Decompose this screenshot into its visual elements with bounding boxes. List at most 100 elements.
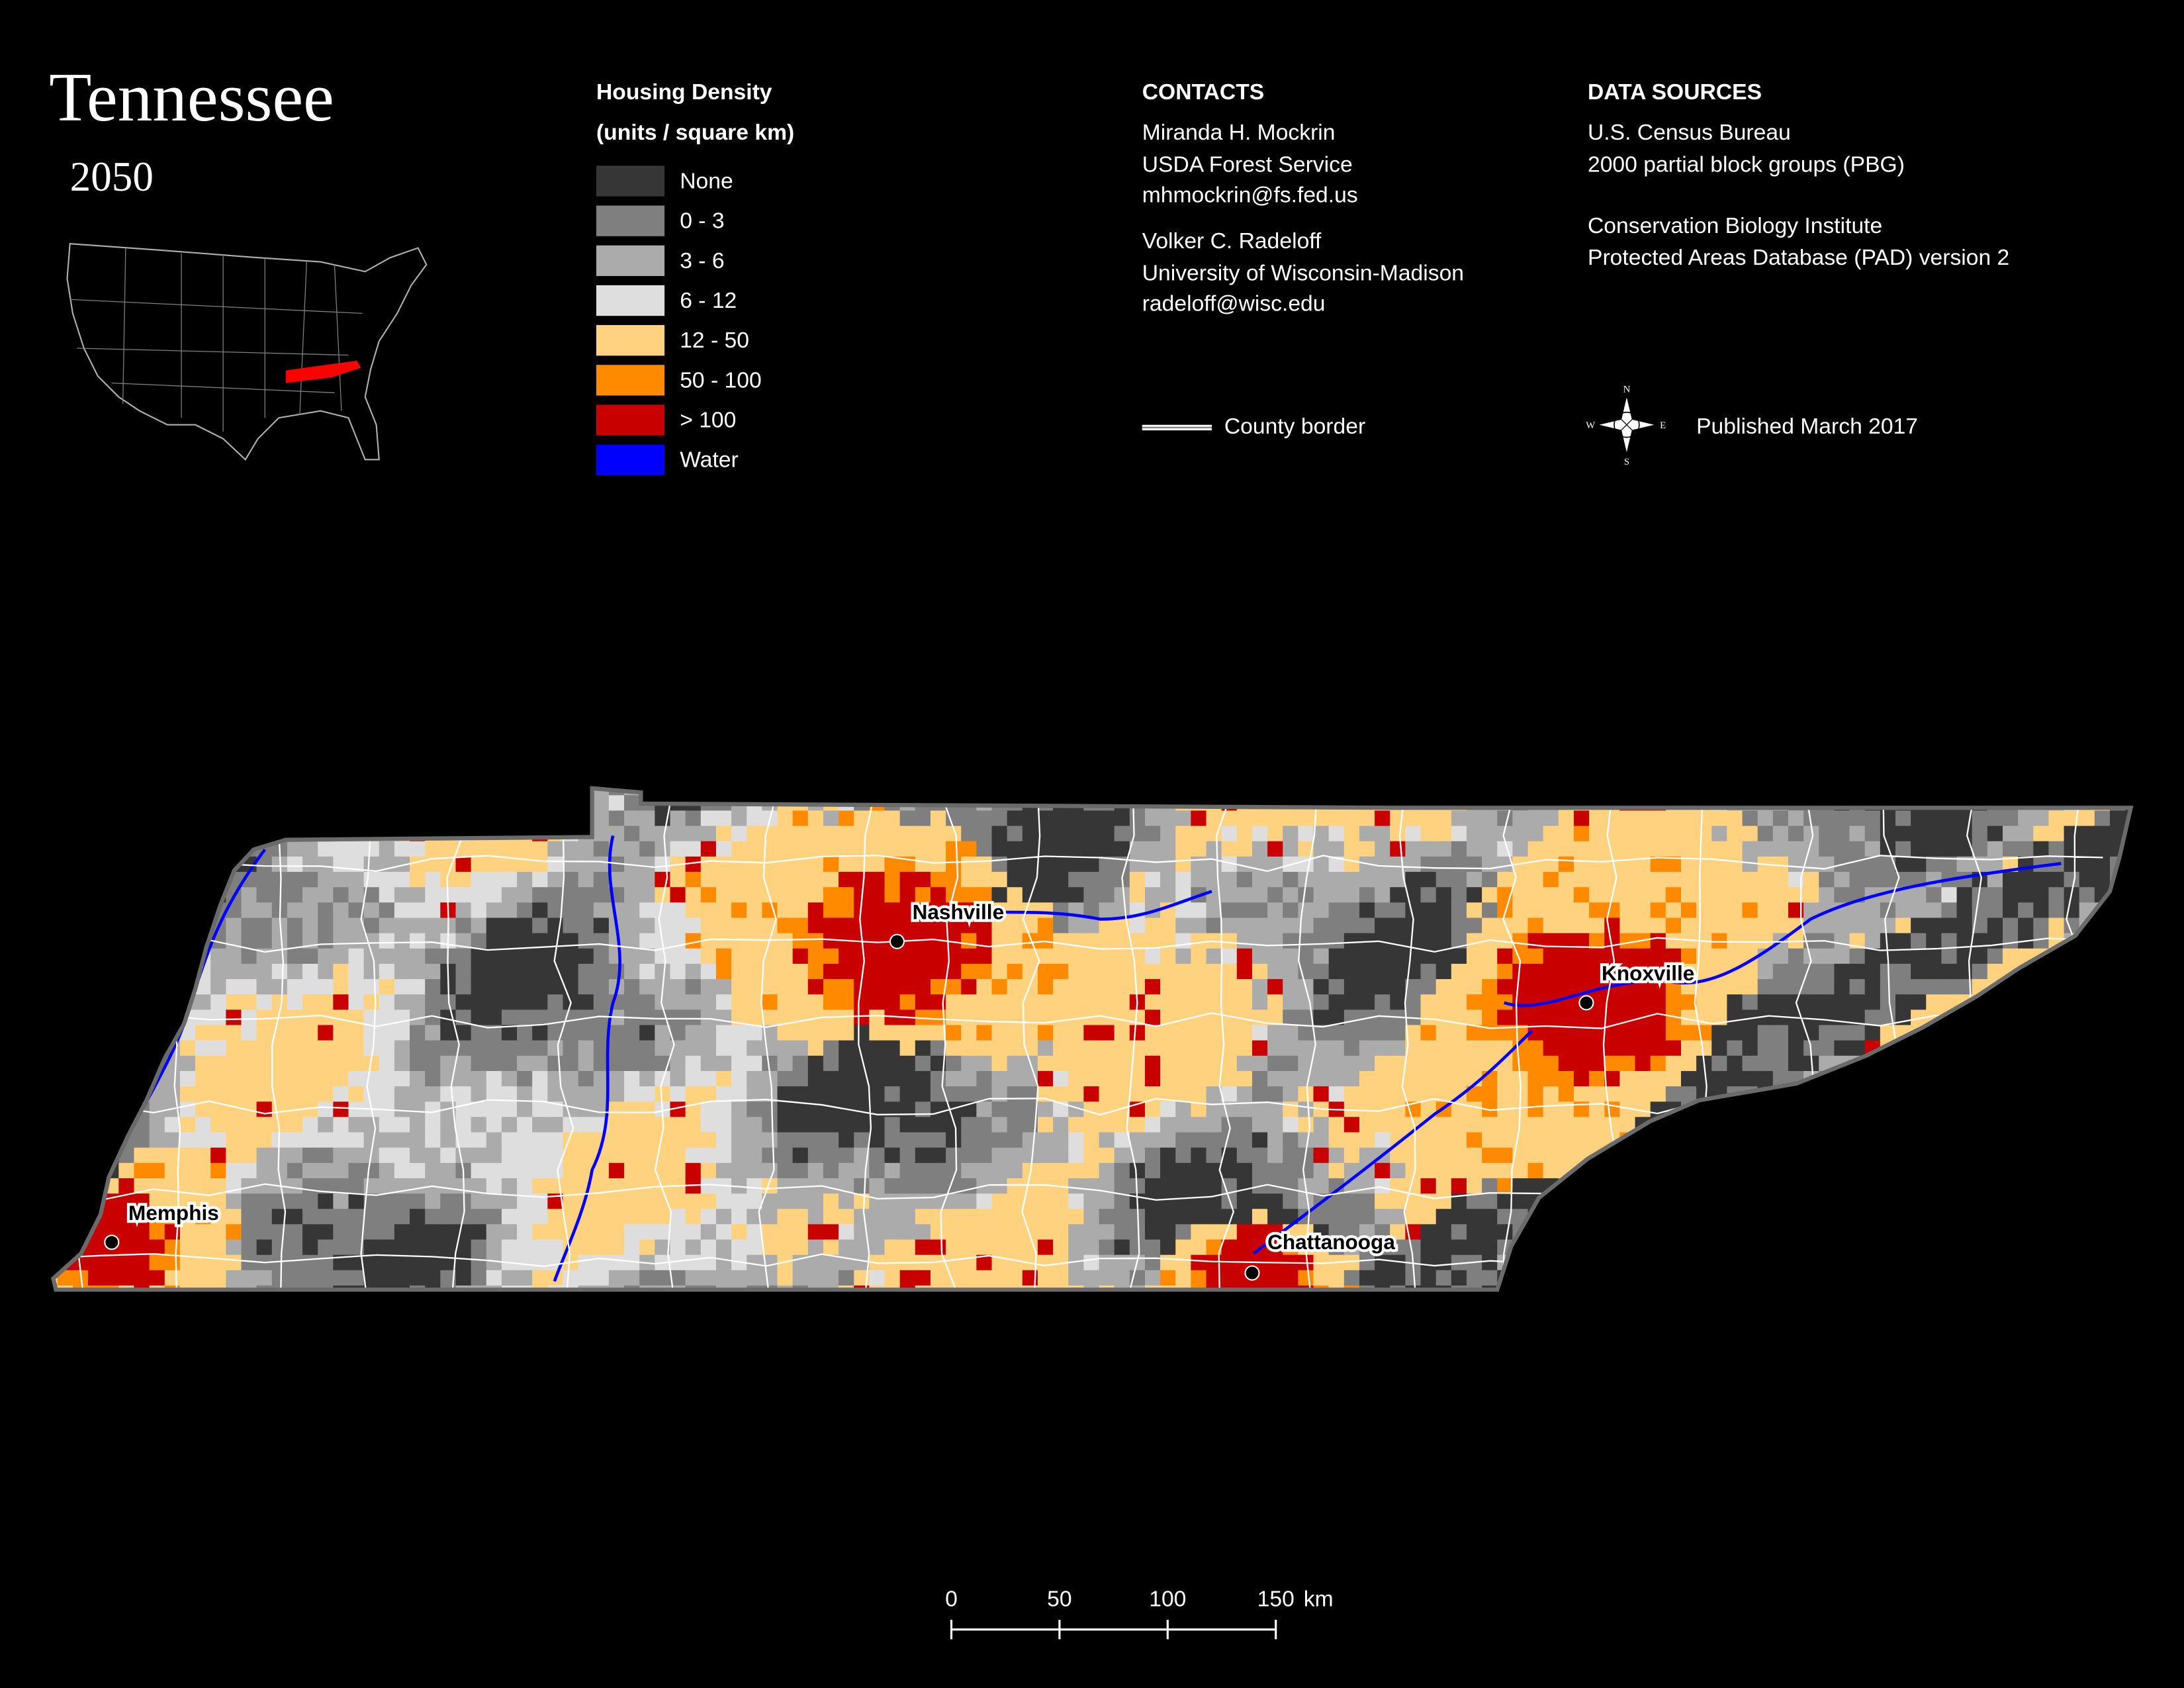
density-cell [2079,887,2096,904]
density-cell [670,841,686,858]
density-cell [1343,1270,1361,1287]
density-cell [1313,1209,1330,1225]
density-cell [807,1147,825,1164]
density-cell [685,963,702,980]
density-cell [1053,872,1069,888]
density-cell [1772,1040,1790,1057]
density-cell [164,1086,181,1103]
density-cell [363,1070,381,1088]
density-cell [1757,917,1774,934]
density-cell [1375,1025,1391,1041]
density-cell [1819,872,1835,888]
state-lines [69,248,363,432]
density-cell [884,856,901,873]
density-cell [946,1086,962,1103]
density-cell [747,1070,763,1088]
density-cell [455,1147,472,1164]
density-cell [777,1117,794,1133]
density-cell [410,1147,426,1164]
density-cell [747,948,763,965]
density-cell [195,1132,212,1149]
density-cell [210,1270,227,1287]
density-cell [256,902,273,919]
density-cell [486,1009,503,1026]
density-cell [425,933,441,950]
density-cell [1114,1086,1131,1103]
density-cell [2033,825,2050,843]
density-cell [1819,994,1835,1011]
density-cell [1819,1040,1835,1057]
density-cell [1236,1102,1253,1118]
density-cell [715,1162,733,1180]
density-cell [639,1147,656,1164]
density-cell [685,841,702,858]
density-cell [1298,1224,1314,1241]
density-cell [700,1025,717,1041]
density-cell [1696,872,1713,888]
compass: N S E W [1586,384,1666,467]
density-cell [1435,1194,1453,1210]
density-cell [1313,994,1330,1011]
density-cell [1328,1147,1345,1164]
density-cell [517,1055,533,1072]
density-cell [1175,872,1192,888]
density-cell [976,1102,993,1118]
density-cell [1144,994,1161,1011]
tennessee-highlight [285,360,361,383]
density-cell [118,1162,135,1180]
density-cell [991,963,1008,980]
density-cell [532,1178,549,1195]
density-cell [1926,825,1942,843]
density-cell [1037,917,1054,934]
density-cell [1466,856,1483,873]
density-cell [1037,902,1054,919]
density-cell [991,1239,1008,1256]
density-cell [179,1070,197,1088]
density-cell [946,1147,962,1164]
density-cell [1757,1070,1774,1088]
density-cell [1696,1070,1713,1088]
density-cell [287,1025,304,1041]
density-cell [1099,1040,1115,1057]
density-cell [1037,1040,1054,1057]
density-cell [1160,948,1177,965]
density-cell [179,1224,197,1241]
density-cell [1114,1070,1131,1088]
density-cell [670,1086,686,1103]
city-label: Memphis [128,1201,219,1225]
density-cell [1343,1254,1361,1272]
density-cell [501,979,518,996]
density-cell [1053,887,1069,904]
density-cell [1359,887,1376,904]
density-cell [241,1254,257,1272]
density-cell [287,1117,304,1133]
density-cell [394,1162,411,1180]
density-cell [731,872,748,888]
density-cell [1497,963,1514,980]
density-cell [823,1070,840,1088]
density-cell [1022,1147,1039,1164]
density-cell [1435,1254,1453,1272]
density-cell [179,1209,197,1225]
density-cell [333,1102,349,1118]
density-cell [991,1224,1008,1241]
density-cell [1864,994,1882,1011]
density-cell [1328,887,1345,904]
density-cell [823,856,840,873]
density-cell [655,1132,671,1149]
density-cell [1298,1040,1314,1057]
density-cell [854,1132,870,1149]
density-cell [1007,963,1024,980]
density-cell [1727,994,1743,1011]
density-cell [1160,979,1177,996]
density-cell [379,841,396,858]
density-cell [563,841,579,858]
density-cell [1236,963,1253,980]
density-cell [363,1025,381,1041]
density-cell [1711,810,1728,827]
density-cell [501,1194,518,1210]
density-cell [1941,963,1958,980]
density-cell [501,902,518,919]
density-cell [1359,872,1376,888]
density-cell [1083,994,1100,1011]
